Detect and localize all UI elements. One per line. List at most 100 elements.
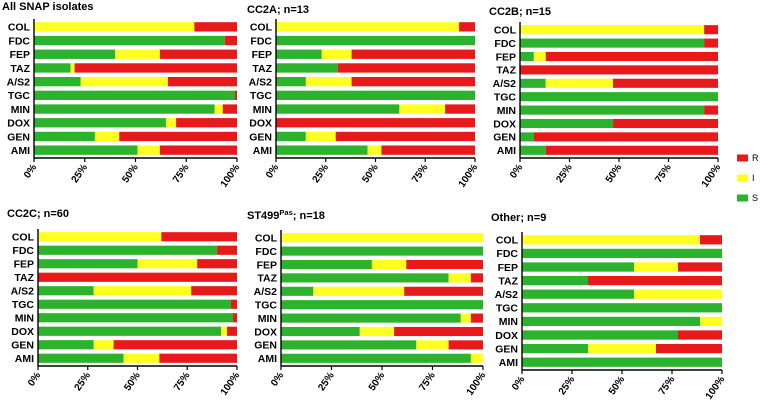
x-tick-label: 0%: [510, 374, 527, 392]
x-tick-label: 50%: [367, 370, 388, 393]
bar-segment-S: [276, 145, 368, 155]
legend-swatch-R: [737, 154, 748, 162]
x-tick-label: 100%: [704, 374, 728, 401]
bar-segment-R: [233, 313, 237, 323]
bar-segment-R: [217, 245, 237, 255]
panel-title-suffix: ; n=18: [293, 210, 325, 222]
bar-segment-I: [634, 289, 722, 299]
bar-segment-R: [445, 104, 475, 114]
category-label: AMI: [497, 145, 516, 157]
bar-segment-I: [281, 233, 483, 243]
bar-segment-R: [448, 340, 483, 350]
category-label: COL: [496, 235, 519, 247]
bar-segment-I: [137, 259, 198, 269]
bar-segment-S: [38, 340, 94, 350]
panel-title-superscript: Pas: [279, 208, 292, 217]
bar-segment-S: [522, 330, 678, 340]
category-label: AMI: [11, 145, 30, 157]
panel-title: ST499Pas; n=18: [247, 208, 325, 222]
bar-segment-R: [176, 118, 237, 128]
category-label: A/S2: [254, 286, 278, 298]
category-label: TAZ: [257, 273, 277, 285]
bar-segment-R: [194, 22, 237, 32]
bar-segment-R: [588, 275, 722, 286]
bar-segment-I: [276, 22, 460, 32]
category-label: TAZ: [14, 272, 34, 284]
bar-segment-R: [159, 145, 237, 155]
bar-segment-R: [704, 38, 718, 48]
bar-segment-S: [520, 92, 718, 102]
bar-segment-R: [351, 76, 475, 87]
x-tick-label: 50%: [120, 162, 141, 185]
bar-segment-I: [93, 286, 192, 296]
legend-swatch-I: [737, 174, 748, 182]
category-label: COL: [8, 22, 31, 34]
bar-segment-S: [520, 78, 546, 88]
bar-segment-S: [522, 275, 588, 286]
bar-segment-S: [34, 49, 116, 59]
bar-segment-I: [416, 340, 449, 350]
legend-swatch-S: [737, 194, 748, 202]
bar-segment-R: [159, 49, 237, 59]
bar-segment-I: [399, 104, 446, 114]
x-tick-label: 25%: [557, 374, 578, 397]
bar-segment-R: [167, 76, 237, 87]
bar-segment-R: [231, 299, 237, 309]
category-label: DOX: [254, 326, 277, 338]
bar-segment-R: [197, 259, 237, 269]
x-tick-label: 100%: [700, 162, 724, 189]
bar-segment-R: [545, 51, 718, 62]
bar-segment-R: [613, 78, 718, 88]
bar-segment-S: [34, 35, 225, 46]
category-label: DOX: [11, 326, 34, 338]
bar-segment-R: [459, 22, 475, 32]
bar-segment-S: [520, 145, 546, 155]
bar-segment-R: [276, 118, 475, 128]
bar-segment-I: [470, 353, 483, 363]
category-label: FDC: [250, 35, 272, 47]
x-tick-label: 0%: [508, 162, 525, 180]
bar-segment-R: [656, 343, 722, 354]
category-label: FEP: [252, 49, 272, 61]
bar-segment-R: [678, 262, 722, 272]
bar-segment-I: [371, 259, 407, 270]
category-label: COL: [250, 22, 273, 34]
legend-label-I: I: [752, 173, 755, 183]
bar-segment-I: [367, 145, 382, 155]
category-label: GEN: [7, 131, 30, 143]
bar-segment-R: [224, 35, 237, 46]
category-label: GEN: [495, 343, 518, 355]
bar-segment-I: [221, 326, 228, 336]
bar-segment-S: [281, 259, 372, 270]
bar-segment-R: [159, 353, 237, 363]
x-tick-label: 50%: [604, 162, 625, 185]
bar-segment-S: [522, 357, 722, 367]
x-tick-label: 50%: [122, 370, 143, 393]
category-label: MIN: [15, 313, 34, 325]
category-label: TGC: [494, 92, 517, 104]
bar-segment-S: [38, 326, 222, 336]
category-label: TAZ: [498, 275, 518, 287]
category-label: MIN: [499, 316, 518, 328]
bar-segment-R: [545, 145, 718, 155]
bar-segment-S: [34, 76, 81, 87]
bar-segment-I: [448, 273, 471, 283]
bar-segment-I: [359, 326, 395, 337]
category-label: GEN: [493, 132, 516, 144]
bar-segment-S: [276, 35, 475, 46]
bar-segment-S: [520, 51, 534, 62]
bar-segment-S: [276, 76, 306, 87]
panel-title: Other; n=9: [491, 212, 546, 224]
bar-segment-S: [522, 343, 588, 354]
bar-segment-S: [34, 63, 71, 73]
bar-segment-S: [520, 132, 534, 142]
category-label: MIN: [497, 105, 516, 117]
category-label: GEN: [11, 340, 34, 352]
panel-title: CC2C; n=60: [7, 208, 69, 220]
x-tick-label: 25%: [311, 162, 332, 185]
